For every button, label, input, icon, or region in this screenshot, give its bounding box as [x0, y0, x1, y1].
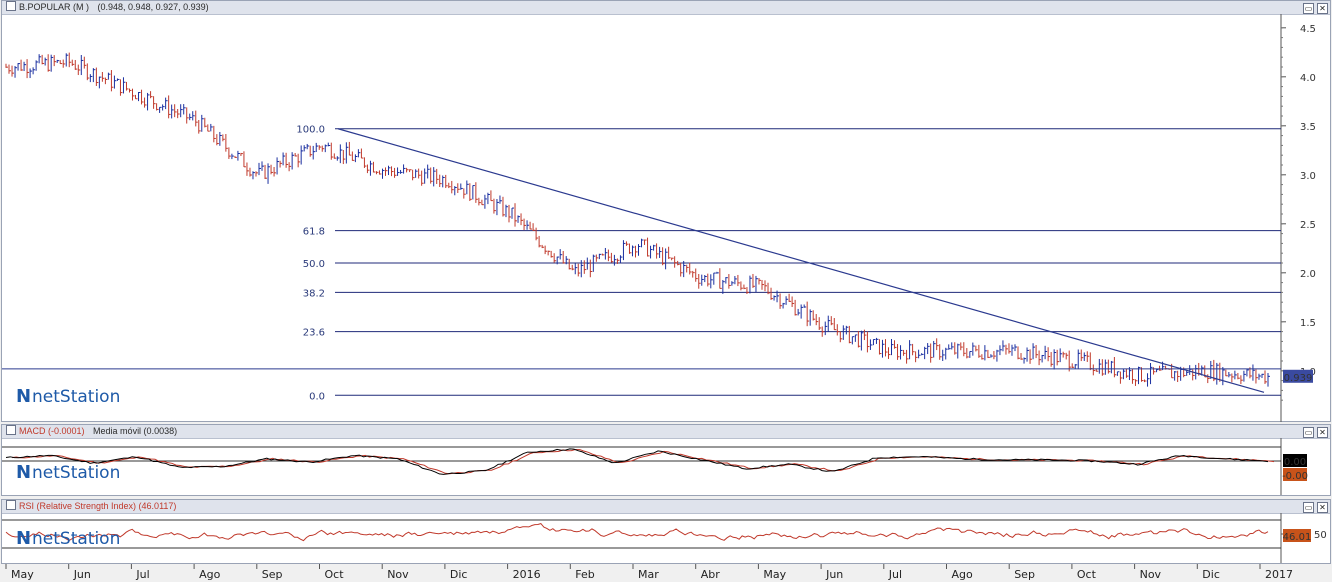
price-titlebar[interactable]: B.POPULAR (M ) (0.948, 0.948, 0.927, 0.9…	[2, 1, 1330, 15]
x-tick-label: Ago	[952, 568, 974, 581]
macd-panel: MACD (-0.0001) Media móvil (0.0038) ▭ ✕ 0…	[1, 424, 1331, 496]
macd-value-box	[1283, 454, 1307, 467]
price-chart[interactable]: 4.54.03.53.02.52.01.51.0100.061.850.038.…	[2, 14, 1330, 422]
x-tick-label: Jul	[135, 568, 149, 581]
fib-label: 61.8	[303, 227, 325, 238]
y-tick-label: 4.5	[1300, 24, 1316, 35]
signal-value: -0.00	[1282, 471, 1308, 482]
x-tick-label: Mar	[638, 568, 659, 581]
logo-text: netStation	[32, 387, 120, 407]
close-icon[interactable]: ✕	[1317, 427, 1328, 438]
restore-icon[interactable]: ▭	[1303, 427, 1314, 438]
x-tick-label: Jul	[888, 568, 902, 581]
price-ohlc: (0.948, 0.948, 0.927, 0.939)	[97, 2, 209, 12]
x-tick-label: 2016	[513, 568, 541, 581]
y-tick-label: 2.0	[1300, 269, 1316, 280]
macd-chart[interactable]: 0.00 -0.00 N netStation	[2, 438, 1330, 495]
chart-icon	[6, 1, 16, 11]
x-tick-label: Nov	[1140, 568, 1162, 581]
last-value-box	[1283, 369, 1313, 383]
price-title: B.POPULAR (M )	[19, 2, 90, 12]
y-tick-label: 1.5	[1300, 318, 1316, 329]
x-tick-label: Oct	[325, 568, 345, 581]
rsi-value: 46.01	[1283, 532, 1312, 543]
trend-line	[337, 128, 1265, 393]
x-tick-label: May	[11, 568, 34, 581]
close-icon[interactable]: ✕	[1317, 3, 1328, 14]
y-tick-label: 3.5	[1300, 122, 1316, 133]
x-tick-label: Sep	[262, 568, 283, 581]
rsi-titlebar[interactable]: RSI (Relative Strength Index) (46.0117) …	[2, 500, 1330, 514]
macd-value: 0.00	[1284, 457, 1306, 468]
rsi-panel: RSI (Relative Strength Index) (46.0117) …	[1, 499, 1331, 564]
x-tick-label: Ago	[199, 568, 221, 581]
x-tick-label: Dic	[450, 568, 468, 581]
x-tick-label: Sep	[1014, 568, 1035, 581]
restore-icon[interactable]: ▭	[1303, 3, 1314, 14]
x-tick-label: Oct	[1077, 568, 1097, 581]
logo-mark: N	[16, 386, 31, 407]
x-tick-label: Jun	[73, 568, 91, 581]
logo-text: netStation	[32, 463, 120, 483]
rsi-y-tick: 50	[1314, 530, 1327, 541]
fib-label: 23.6	[303, 328, 325, 339]
x-tick-label: Dic	[1202, 568, 1220, 581]
y-tick-label: 4.0	[1300, 73, 1316, 84]
macd-ma-label: Media móvil (0.0038)	[93, 426, 178, 436]
chart-icon	[6, 500, 16, 510]
restore-icon[interactable]: ▭	[1303, 502, 1314, 513]
x-tick-label: 2017	[1265, 568, 1293, 581]
rsi-title: RSI (Relative Strength Index) (46.0117)	[19, 501, 177, 511]
rsi-value-box	[1283, 529, 1311, 542]
macd-line	[5, 448, 1269, 475]
macd-titlebar[interactable]: MACD (-0.0001) Media móvil (0.0038) ▭ ✕	[2, 425, 1330, 439]
signal-line	[11, 448, 1275, 475]
x-tick-label: Abr	[701, 568, 721, 581]
fib-label: 38.2	[303, 288, 325, 299]
logo-text: netStation	[32, 529, 120, 549]
x-axis: May Jun Jul Ago Sep Oct Nov Dic 2016 Feb Mar Abr May…	[1, 564, 1331, 582]
x-tick-label: Jun	[825, 568, 843, 581]
x-tick-label: Feb	[575, 568, 594, 581]
last-value-label: 0.939	[1284, 373, 1313, 384]
logo-mark: N	[16, 528, 31, 549]
fib-label: 0.0	[309, 391, 325, 402]
chart-icon	[6, 425, 16, 435]
macd-title: MACD (-0.0001)	[19, 426, 85, 436]
fib-label: 100.0	[296, 125, 325, 136]
x-tick-label: May	[763, 568, 786, 581]
close-icon[interactable]: ✕	[1317, 502, 1328, 513]
fib-label: 50.0	[303, 259, 325, 270]
y-tick-label: 2.5	[1300, 220, 1316, 231]
y-tick-label: 3.0	[1300, 171, 1316, 182]
signal-value-box	[1283, 468, 1307, 481]
rsi-line	[5, 523, 1269, 542]
logo-mark: N	[16, 462, 31, 483]
x-tick-label: Nov	[387, 568, 409, 581]
price-panel: B.POPULAR (M ) (0.948, 0.948, 0.927, 0.9…	[1, 0, 1331, 422]
